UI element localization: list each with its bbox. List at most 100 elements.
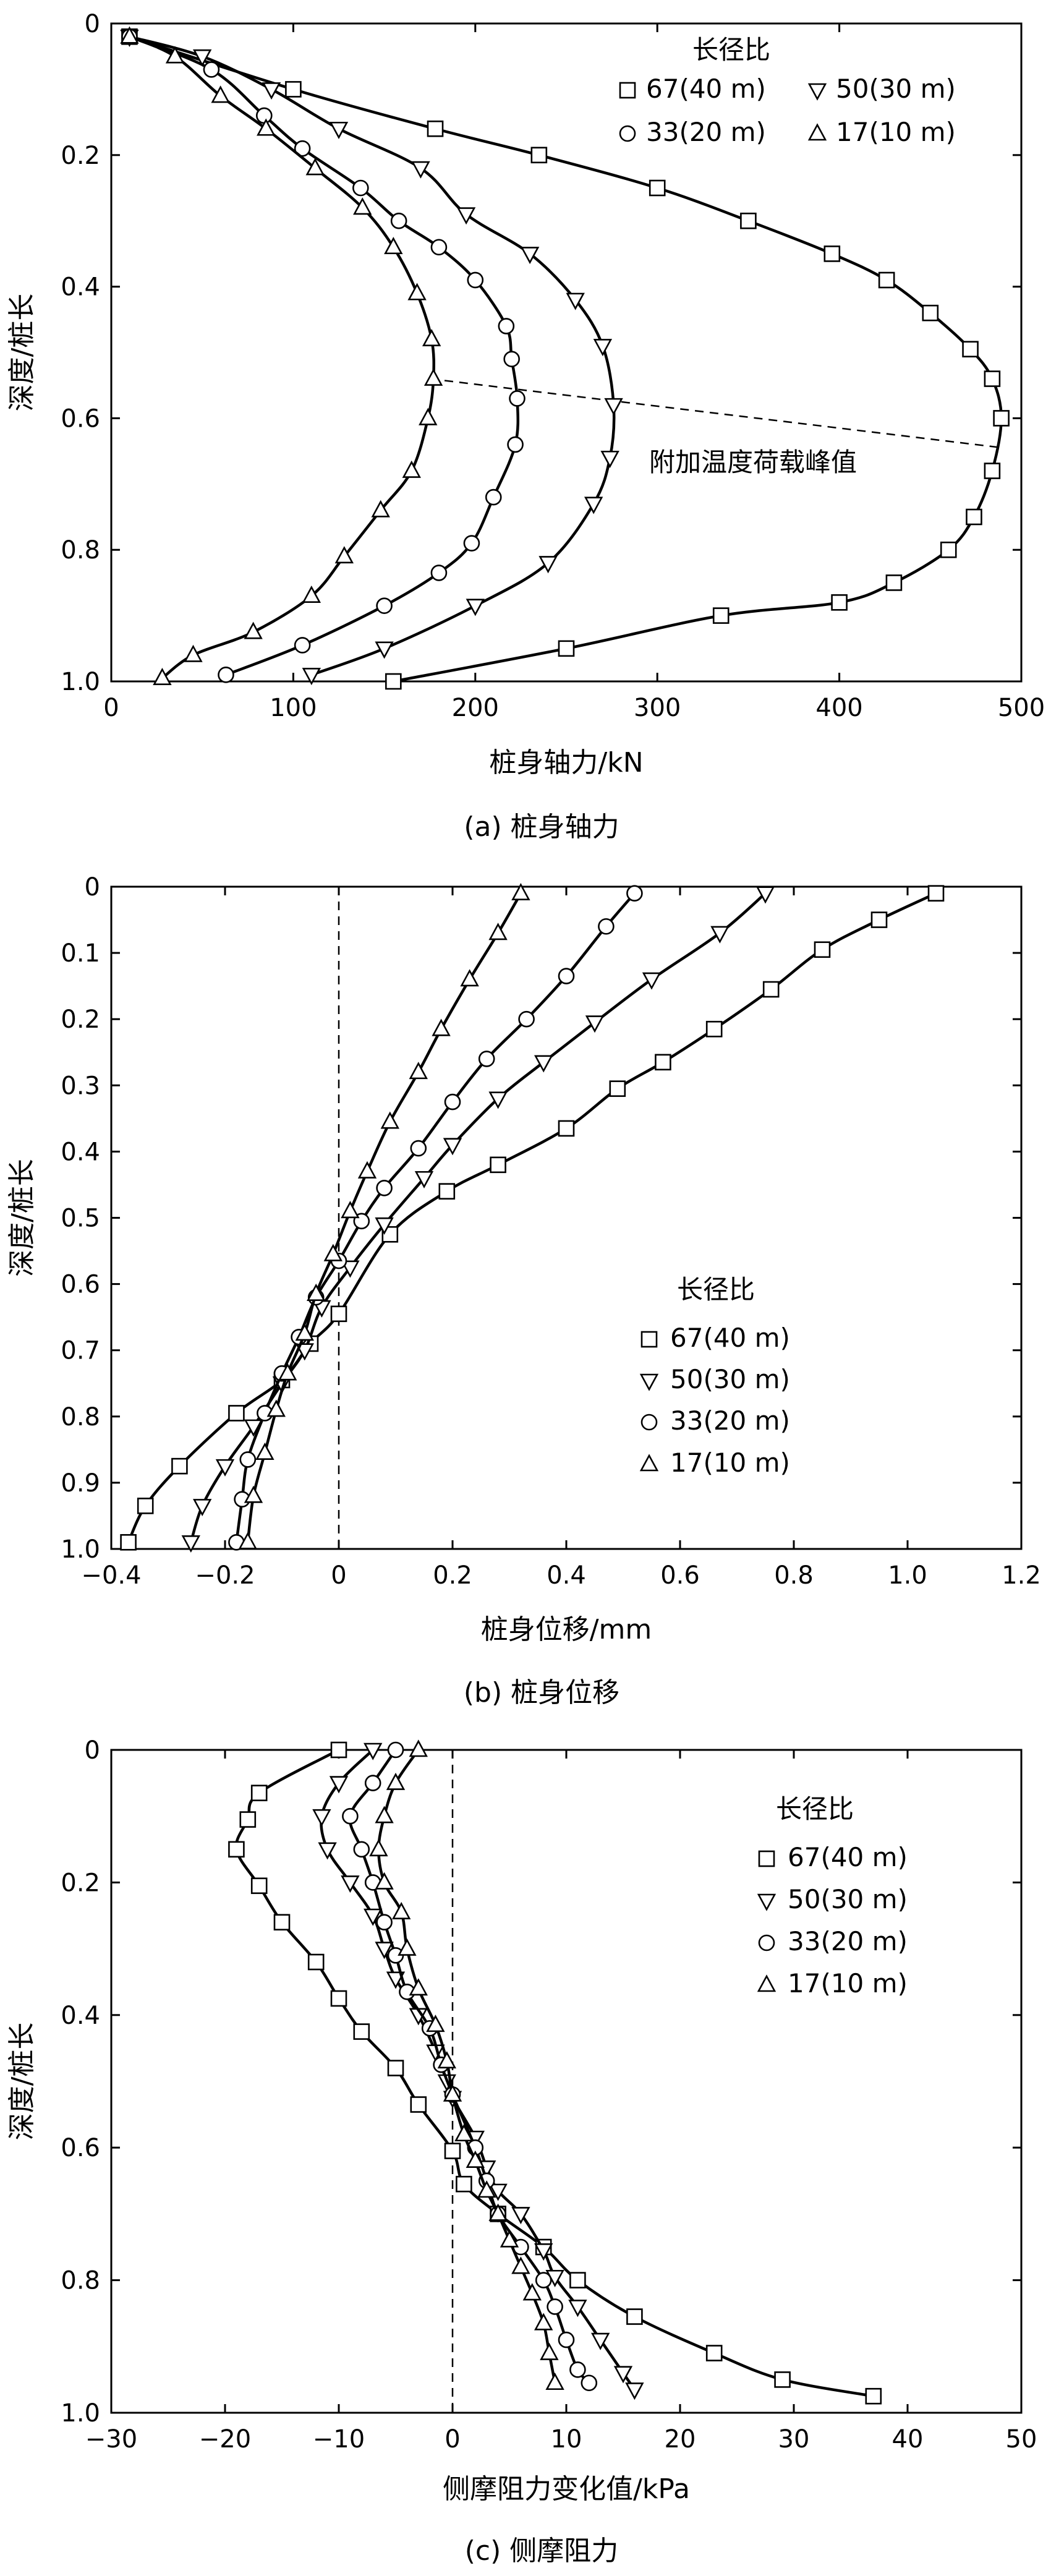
legend-entry: 50(30 m) (788, 1884, 908, 1914)
legend-entry: 17(10 m) (788, 1968, 908, 1998)
data-point (534, 2243, 553, 2261)
series-4 (120, 26, 443, 685)
data-point (545, 2373, 564, 2390)
y-tick-label: 0 (85, 10, 100, 38)
data-point (426, 2015, 445, 2032)
data-point (581, 2374, 598, 2392)
data-point (375, 641, 394, 659)
data-point (218, 667, 234, 683)
data-point (444, 1093, 461, 1111)
series-3 (121, 28, 526, 683)
data-point (386, 1772, 406, 1790)
legend-entry: 67(40 m) (646, 74, 766, 104)
data-point (409, 1062, 428, 1080)
x-axis-label: 桩身位移/mm (481, 1614, 652, 1645)
series-4 (238, 882, 530, 1550)
legend-entry: 33(20 m) (788, 1926, 908, 1956)
x-tick-label: 200 (452, 694, 499, 722)
data-point (534, 2313, 553, 2331)
legend-marker (807, 123, 827, 141)
data-point (371, 500, 390, 518)
data-point (568, 2300, 587, 2318)
data-point (409, 1978, 428, 1996)
y-tick-label: 0.6 (61, 2134, 100, 2162)
panel-caption: (c) 侧摩阻力 (465, 2535, 619, 2567)
data-point (262, 82, 281, 100)
data-point (762, 981, 780, 998)
data-point (120, 26, 139, 44)
y-tick-label: 0.6 (61, 404, 100, 433)
data-point (402, 460, 421, 478)
data-point (357, 1161, 377, 1179)
data-point (369, 1839, 388, 1857)
data-point (466, 2150, 485, 2168)
data-point (962, 341, 979, 357)
data-point (384, 237, 403, 255)
data-point (352, 179, 369, 197)
data-point (600, 450, 619, 468)
data-point (569, 2272, 586, 2288)
data-point (353, 2023, 370, 2040)
data-point (456, 207, 476, 225)
data-point (171, 1457, 188, 1475)
data-point (626, 885, 643, 902)
data-point (712, 607, 730, 624)
data-point (411, 161, 430, 179)
series-3 (228, 885, 643, 1551)
data-point (774, 2371, 791, 2388)
legend-entry: 67(40 m) (670, 1323, 790, 1353)
data-point (823, 245, 841, 262)
data-point (438, 1183, 456, 1200)
data-point (228, 1841, 245, 1858)
data-point (323, 1243, 343, 1261)
data-point (540, 2342, 559, 2360)
panel-caption: (b) 桩身位移 (464, 1677, 619, 1708)
series-line (377, 1749, 556, 2384)
data-point (463, 535, 480, 552)
data-point (330, 1990, 347, 2007)
y-tick-label: 0.5 (61, 1205, 100, 1233)
data-point (456, 2175, 472, 2193)
legend: 长径比 67(40 m) 50(30 m) 33(20 m) 17(10 m) (757, 1794, 908, 1998)
data-point (215, 1459, 235, 1477)
data-point (410, 2096, 427, 2113)
data-point (250, 1877, 268, 1895)
data-point (285, 81, 302, 98)
data-point (984, 463, 1001, 479)
data-point (534, 1055, 553, 1073)
data-point (375, 1806, 394, 1823)
data-point (410, 1140, 427, 1157)
series-4 (369, 1739, 564, 2390)
x-tick-label: 0 (103, 694, 119, 722)
data-point (312, 1809, 331, 1827)
data-point (239, 1811, 257, 1828)
data-point (430, 565, 448, 581)
data-point (547, 2298, 563, 2315)
y-tick-label: 0.2 (61, 142, 100, 170)
legend-title: 长径比 (692, 35, 770, 65)
legend: 长径比 67(40 m) 50(30 m) 33(20 m) 17(10 m) (639, 1274, 790, 1478)
series-line (235, 892, 636, 1543)
data-point (831, 594, 848, 611)
x-tick-label: 100 (270, 694, 317, 722)
legend-marker (639, 1454, 659, 1472)
x-tick-label: 0 (331, 1561, 346, 1590)
data-point (255, 107, 273, 124)
data-point (255, 1442, 274, 1461)
data-point (257, 118, 276, 136)
legend-title: 长径比 (776, 1794, 854, 1824)
data-point (927, 885, 945, 902)
data-point (375, 1217, 394, 1235)
data-point (460, 969, 479, 987)
data-point (385, 673, 402, 690)
plot-frame (110, 885, 1023, 1550)
data-point (993, 410, 1010, 427)
data-point (302, 668, 321, 686)
data-point (390, 212, 407, 229)
data-point (755, 886, 775, 904)
x-tick-label: 500 (998, 694, 1045, 722)
data-point (940, 541, 957, 558)
data-point (376, 1914, 393, 1931)
data-point (330, 1741, 347, 1759)
x-tick-label: 50 (1006, 2425, 1037, 2454)
